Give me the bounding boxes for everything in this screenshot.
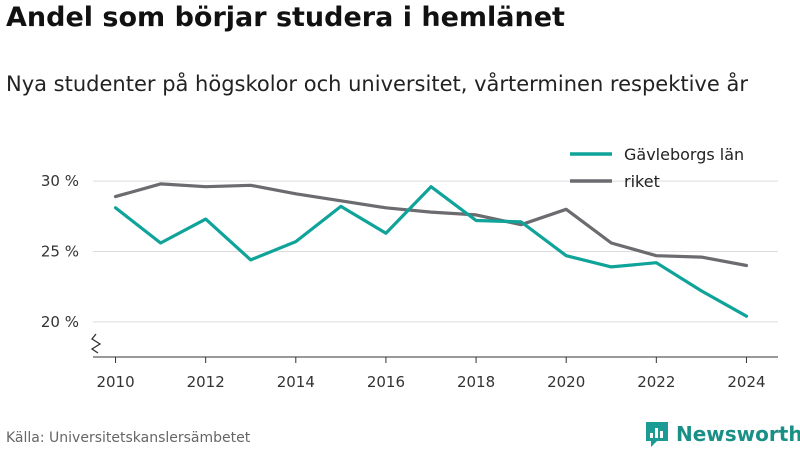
series-line-riket bbox=[113, 182, 749, 268]
x-tick-label: 2020 bbox=[547, 373, 585, 391]
legend: Gävleborgs län riket bbox=[570, 145, 744, 191]
series-line-gavleborg bbox=[113, 185, 749, 318]
y-tick-label: 30 % bbox=[41, 172, 79, 190]
brand-name: Newsworthy bbox=[676, 422, 800, 446]
y-tick-label: 25 % bbox=[41, 242, 79, 260]
chart-subtitle: Nya studenter på högskolor och universit… bbox=[6, 72, 748, 96]
legend-label: Gävleborgs län bbox=[624, 145, 744, 164]
y-tick-label: 20 % bbox=[41, 313, 79, 331]
axes: 20 % 25 % 30 % 2010 2012 2014 2016 2018 2020 2022… bbox=[41, 172, 778, 391]
x-tick-label: 2010 bbox=[96, 373, 134, 391]
x-tick-label: 2014 bbox=[277, 373, 315, 391]
brand-logo: Newsworthy bbox=[644, 420, 800, 448]
legend-label: riket bbox=[624, 172, 660, 191]
source-note: Källa: Universitetskanslersämbetet bbox=[6, 430, 251, 446]
bar-chart-speech-bubble-icon bbox=[646, 422, 668, 447]
y-axis-break-icon bbox=[90, 333, 102, 354]
series-lines bbox=[113, 182, 749, 318]
x-tick-label: 2024 bbox=[727, 373, 765, 391]
gridlines bbox=[93, 180, 778, 323]
x-tick-label: 2018 bbox=[457, 373, 495, 391]
x-tick-label: 2012 bbox=[187, 373, 225, 391]
x-tick-label: 2022 bbox=[637, 373, 675, 391]
x-tick-label: 2016 bbox=[367, 373, 405, 391]
chart-title: Andel som börjar studera i hemlänet bbox=[6, 2, 565, 33]
